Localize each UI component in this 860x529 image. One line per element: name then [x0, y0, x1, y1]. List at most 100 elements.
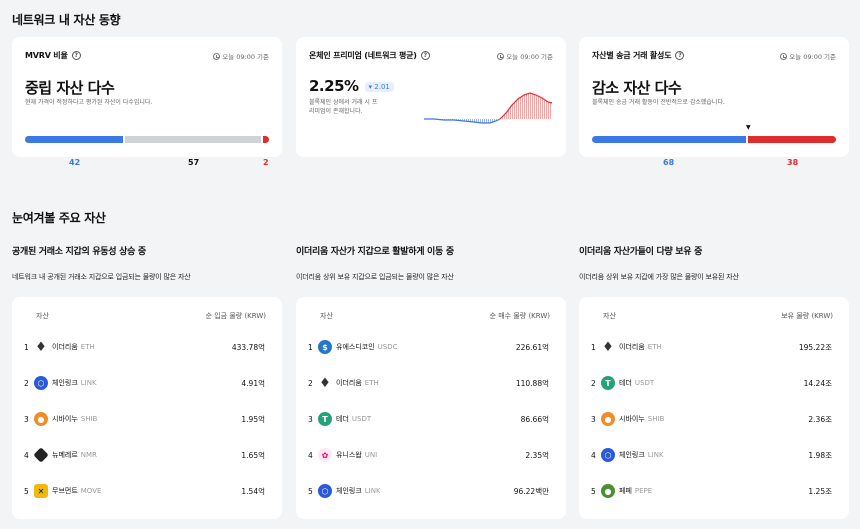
asset-row[interactable]: 4 ⬡ 체인링크 LINK 1.98조 [579, 446, 849, 464]
transfer-value: 감소 자산 다수 [592, 79, 682, 97]
transfer-activity-card[interactable]: 자산별 송금 거래 활성도 ? 오늘 09:00 기준 감소 자산 다수 블록체… [579, 37, 849, 167]
transfer-time: 오늘 09:00 기준 [789, 53, 836, 61]
ethereum-icon: ♦ [35, 339, 47, 355]
clock-icon [213, 52, 221, 60]
mvrv-bar-neutral [125, 136, 261, 143]
asset-row[interactable]: 4 뉴메레르 NMR 1.65억 [12, 446, 282, 464]
asset-name: 유니스왑 [336, 451, 362, 459]
asset-row[interactable]: 3 ● 시바이누 SHIB 1.95억 [12, 410, 282, 428]
mvrv-desc: 현재 가격이 적정하다고 평가된 자산이 다수입니다. [25, 99, 153, 106]
asset-rank: 4 [308, 450, 313, 460]
asset-name: 테더 [336, 415, 349, 423]
asset-rank: 3 [591, 414, 596, 424]
ethereum-icon: ♦ [602, 339, 614, 355]
chainlink-icon: ⬡ [318, 484, 332, 498]
asset-row[interactable]: 1 ♦ 이더리움 ETH 195.22조 [579, 338, 849, 356]
asset-rank: 4 [24, 450, 29, 460]
asset-row[interactable]: 2 ♦ 이더리움 ETH 110.88억 [296, 374, 566, 392]
section-title-network-trends: 네트워크 내 자산 동향 [12, 13, 121, 27]
asset-name: 시바이누 [52, 415, 78, 423]
asset-value: 96.22백만 [513, 486, 549, 496]
premium-sparkline [424, 92, 553, 124]
asset-value: 4.91억 [241, 378, 265, 388]
asset-value: 86.66억 [520, 414, 549, 424]
asset-row[interactable]: 2 T 테더 USDT 14.24조 [579, 374, 849, 392]
asset-row[interactable]: 5 ● 페페 PEPE 1.25조 [579, 482, 849, 500]
mvrv-neutral-count: 57 [188, 158, 200, 167]
mvrv-time: 오늘 09:00 기준 [222, 53, 269, 61]
transfer-bar-increase [592, 136, 746, 143]
premium-time: 오늘 09:00 기준 [506, 53, 553, 61]
uniswap-icon: ✿ [318, 448, 332, 462]
help-icon[interactable]: ? [675, 51, 685, 60]
asset-row[interactable]: 5 ✕ 무브먼트 MOVE 1.54억 [12, 482, 282, 500]
column-header-value[interactable]: 순 매수 물량 (KRW) [489, 312, 550, 320]
column-header-value[interactable]: 보유 물량 (KRW) [781, 312, 833, 320]
asset-value: 110.88억 [515, 378, 549, 388]
asset-name: 유에스디코인 [336, 343, 375, 351]
asset-value: 195.22조 [798, 342, 832, 352]
asset-row[interactable]: 3 T 테더 USDT 86.66억 [296, 410, 566, 428]
asset-rank: 3 [308, 414, 313, 424]
chainlink-icon: ⬡ [601, 448, 615, 462]
tether-icon: T [318, 412, 332, 426]
asset-rank: 1 [591, 342, 596, 352]
asset-name: 체인링크 [52, 379, 78, 387]
onchain-premium-card[interactable]: 온체인 프리미엄 (네트워크 평균) ? 오늘 09:00 기준 2.25% ▾ … [296, 37, 566, 157]
asset-symbol: ETH [647, 343, 662, 351]
mvrv-value: 중립 자산 다수 [25, 79, 115, 97]
asset-rank: 5 [591, 486, 596, 496]
pepe-icon: ● [601, 484, 615, 498]
clock-icon [780, 52, 788, 60]
asset-symbol: LINK [364, 487, 381, 495]
asset-symbol: USDC [377, 343, 398, 351]
asset-rank: 3 [24, 414, 29, 424]
asset-row[interactable]: 2 ⬡ 체인링크 LINK 4.91억 [12, 374, 282, 392]
mvrv-card[interactable]: MVRV 비율 ? 오늘 09:00 기준 중립 자산 다수 현재 가격이 적정… [12, 37, 282, 167]
asset-symbol: LINK [647, 451, 664, 459]
asset-row[interactable]: 1 ♦ 이더리움 ETH 433.78억 [12, 338, 282, 356]
whale-holdings-list: 자산 보유 물량 (KRW) 1 ♦ 이더리움 ETH 195.22조 2 T 테더 USDT 1… [579, 297, 849, 519]
transfer-distribution-bar [592, 136, 836, 143]
mvrv-title: MVRV 비율 [25, 51, 68, 60]
column-header-asset: 자산 [320, 312, 333, 320]
asset-symbol: USDT [634, 379, 655, 387]
asset-row[interactable]: 3 ● 시바이누 SHIB 2.36조 [579, 410, 849, 428]
asset-rank: 4 [591, 450, 596, 460]
transfer-desc: 블록체인 송금 거래 활동이 전반적으로 감소했습니다. [592, 99, 725, 106]
asset-name: 무브먼트 [52, 487, 78, 495]
transfer-title: 자산별 송금 거래 활성도 [592, 51, 672, 60]
column-header-asset: 자산 [36, 312, 49, 320]
mvrv-undervalued-count: 42 [69, 158, 81, 167]
usdc-icon: $ [318, 340, 332, 354]
chainlink-icon: ⬡ [34, 376, 48, 390]
list2-title: 이더리움 자산가 지갑으로 활발하게 이동 중 [296, 247, 454, 257]
asset-name: 이더리움 [619, 343, 645, 351]
asset-row[interactable]: 4 ✿ 유니스왑 UNI 2.35억 [296, 446, 566, 464]
asset-row[interactable]: 1 $ 유에스디코인 USDC 226.61억 [296, 338, 566, 356]
movement-icon: ✕ [34, 484, 48, 498]
asset-name: 뉴메레르 [52, 451, 78, 459]
whale-movement-list: 자산 순 매수 물량 (KRW) 1 $ 유에스디코인 USDC 226.61억 2 ♦ 이더… [296, 297, 566, 519]
list3-desc: 이더리움 상위 보유 지갑에 가장 많은 물량이 보유된 자산 [579, 273, 739, 281]
asset-rank: 2 [591, 378, 596, 388]
tether-icon: T [601, 376, 615, 390]
asset-symbol: NMR [80, 451, 97, 459]
help-icon[interactable]: ? [420, 51, 430, 60]
asset-symbol: ETH [80, 343, 95, 351]
asset-symbol: ETH [364, 379, 379, 387]
asset-symbol: UNI [364, 451, 378, 459]
transfer-bar-decrease [748, 136, 836, 143]
list2-desc: 이더리움 상위 보유 지갑으로 입금되는 물량이 많은 자산 [296, 273, 454, 281]
asset-rank: 5 [24, 486, 29, 496]
asset-name: 테더 [619, 379, 632, 387]
asset-value: 1.54억 [241, 486, 265, 496]
asset-row[interactable]: 5 ⬡ 체인링크 LINK 96.22백만 [296, 482, 566, 500]
asset-symbol: MOVE [80, 487, 102, 495]
column-header-value[interactable]: 순 입금 물량 (KRW) [205, 312, 266, 320]
help-icon[interactable]: ? [71, 51, 81, 60]
asset-rank: 1 [308, 342, 313, 352]
asset-value: 2.36조 [808, 414, 832, 424]
numeraire-icon [33, 447, 49, 463]
transfer-increase-count: 68 [663, 158, 675, 167]
